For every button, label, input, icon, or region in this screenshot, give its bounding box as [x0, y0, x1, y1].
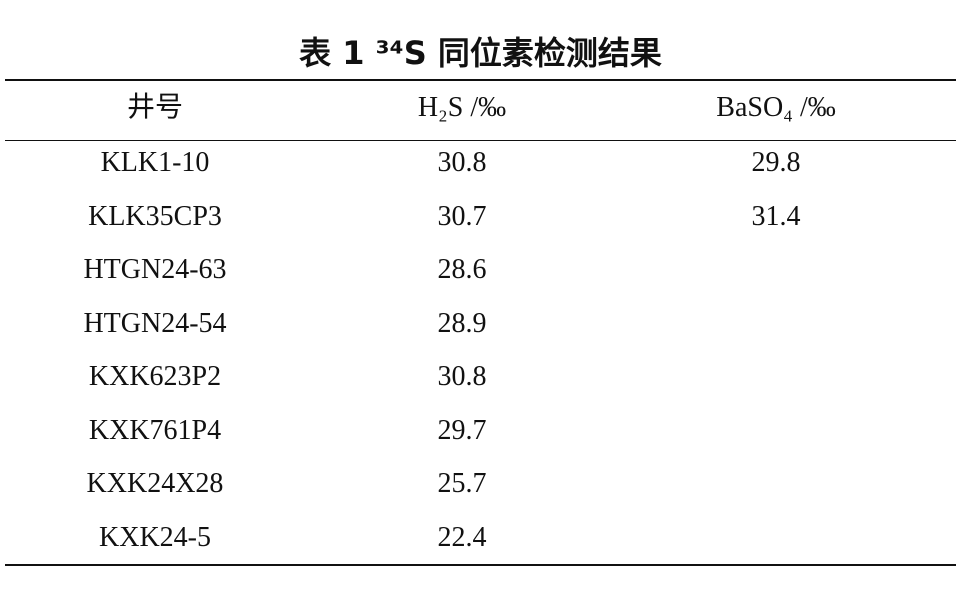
value-cell: 29.7 [437, 414, 487, 446]
value-cell: 31.4 [751, 200, 801, 232]
value-cell: 30.8 [437, 361, 487, 392]
bottom-rule [5, 564, 956, 566]
well-id: HTGN24-63 [83, 254, 227, 285]
value-cell: 30.7 [437, 200, 487, 232]
well-id: KLK35CP3 [88, 200, 222, 232]
value-cell: 28.9 [437, 307, 487, 339]
table-title: 表 1 ³⁴S 同位素检测结果 [299, 34, 662, 72]
top-rule [5, 79, 956, 81]
value-cell: 25.7 [437, 468, 487, 499]
header-cell: 井号 [126, 92, 183, 123]
value-cell: 30.8 [437, 147, 487, 178]
well-id: HTGN24-54 [83, 307, 227, 339]
value-cell: 22.4 [437, 521, 487, 553]
header-cell: H₂S /‰ [417, 92, 507, 123]
value-cell: 28.6 [437, 254, 487, 285]
value-cell: 29.8 [751, 147, 801, 178]
well-id: KXK24-5 [99, 521, 211, 553]
well-id: KXK761P4 [88, 414, 222, 446]
header-rule [5, 140, 956, 141]
well-id: KXK24X28 [86, 468, 224, 499]
well-id: KXK623P2 [88, 361, 222, 392]
well-id: KLK1-10 [100, 147, 210, 178]
header-cell: BaSO₄ /‰ [716, 92, 836, 123]
